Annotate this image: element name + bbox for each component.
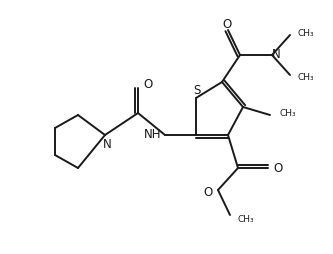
Text: CH₃: CH₃	[238, 215, 255, 225]
Text: N: N	[272, 49, 280, 61]
Text: CH₃: CH₃	[298, 72, 315, 82]
Text: CH₃: CH₃	[280, 108, 297, 118]
Text: CH₃: CH₃	[298, 28, 315, 38]
Text: O: O	[273, 162, 282, 174]
Text: O: O	[222, 19, 232, 31]
Text: NH: NH	[144, 128, 161, 140]
Text: O: O	[204, 186, 213, 199]
Text: N: N	[103, 137, 111, 151]
Text: S: S	[193, 85, 201, 98]
Text: O: O	[143, 78, 152, 91]
